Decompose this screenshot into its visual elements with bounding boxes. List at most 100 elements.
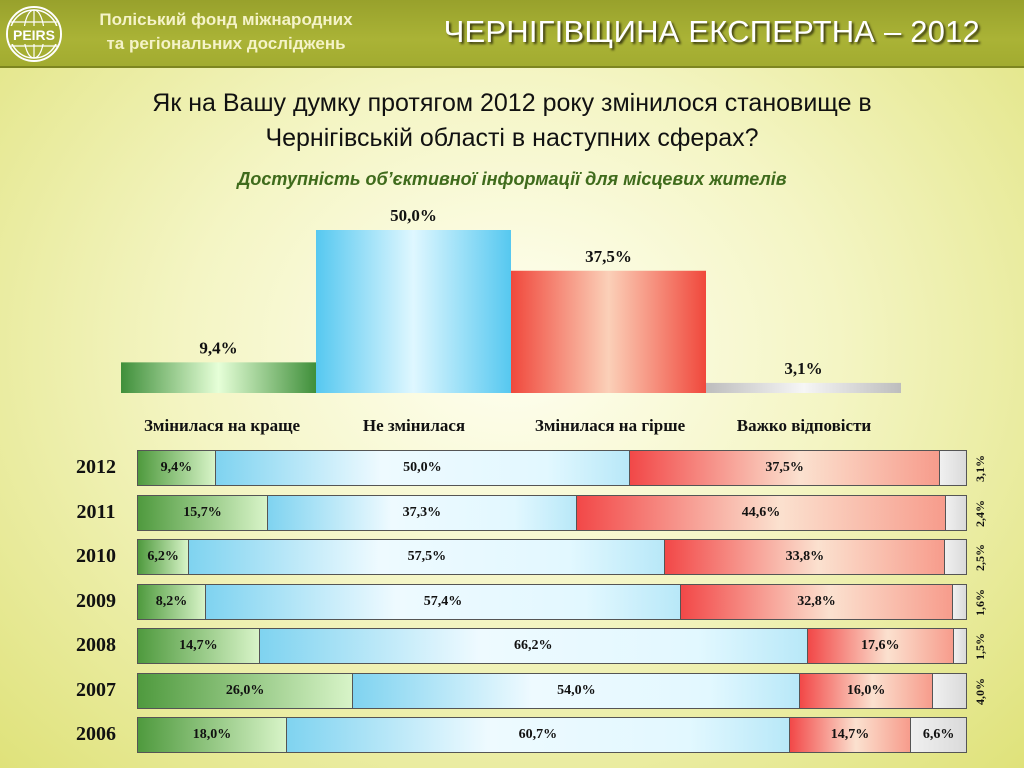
segment-better: 8,2%: [138, 585, 206, 619]
segment-better: 26,0%: [138, 674, 354, 708]
segment-value: 32,8%: [797, 594, 836, 609]
year-label: 2012: [76, 456, 116, 478]
segment-value: 54,0%: [557, 683, 596, 698]
segment-same: 37,3%: [267, 496, 577, 530]
segment-better: 9,4%: [138, 451, 216, 485]
segment-value: 1,6%: [972, 588, 987, 616]
segment-value: 26,0%: [225, 683, 265, 698]
segment-value: 33,8%: [785, 549, 825, 564]
segment-worse: 32,8%: [681, 585, 953, 619]
peirs-logo: PEIRS: [6, 6, 62, 62]
segment-value: 2,4%: [972, 499, 987, 527]
segment-worse: 44,6%: [576, 496, 947, 530]
question-line-2: Чернігівській області в наступних сферах…: [265, 124, 759, 152]
hard-to-answer-label: 3,1%: [970, 450, 990, 486]
segment-worse: 16,0%: [800, 674, 933, 708]
segment-same: 57,4%: [205, 585, 682, 619]
segment-hard: [932, 674, 966, 708]
question-line-1: Як на Вашу думку протягом 2012 року змін…: [152, 89, 872, 117]
segment-same: 54,0%: [353, 674, 801, 708]
segment-same: 66,2%: [259, 629, 808, 663]
segment-better: 15,7%: [138, 496, 268, 530]
segment-value: 18,0%: [192, 727, 232, 742]
segment-hard: [946, 496, 966, 530]
hard-to-answer-label: 4,0%: [970, 673, 990, 709]
category-label: Змінилася на краще: [143, 416, 301, 435]
segment-worse: 14,7%: [789, 718, 912, 752]
segment-value: 37,5%: [765, 460, 804, 475]
bar-value-label: 9,4%: [199, 338, 237, 357]
segment-value: 4,0%: [972, 677, 987, 705]
segment-value: 16,0%: [846, 683, 886, 698]
bar-2: [316, 230, 511, 393]
segment-same: 60,7%: [287, 718, 790, 752]
logo-text: PEIRS: [8, 26, 60, 44]
segment-hard: [940, 451, 966, 485]
history-row-2012: 2012 9,4% 50,0% 37,5% 3,1%: [0, 450, 1024, 488]
history-row-2008: 2008 14,7% 66,2% 17,6% 1,5%: [0, 628, 1024, 666]
year-label: 2009: [76, 590, 116, 612]
segment-better: 6,2%: [138, 540, 190, 574]
segment-value: 14,7%: [179, 638, 218, 653]
segment-value: 8,2%: [155, 594, 188, 609]
history-row-2009: 2009 8,2% 57,4% 32,8% 1,6%: [0, 584, 1024, 622]
segment-hard: [945, 540, 966, 574]
hard-to-answer-label: 1,5%: [970, 628, 990, 664]
year-label: 2007: [76, 679, 116, 701]
segment-worse: 17,6%: [807, 629, 954, 663]
segment-same: 50,0%: [215, 451, 630, 485]
stacked-bar: 9,4% 50,0% 37,5%: [137, 450, 967, 486]
segment-same: 57,5%: [189, 540, 666, 574]
stacked-bar: 14,7% 66,2% 17,6%: [137, 628, 967, 664]
segment-value: 1,5%: [972, 632, 987, 660]
org-line-2: та регіональних досліджень: [106, 34, 346, 53]
history-row-2007: 2007 26,0% 54,0% 16,0% 4,0%: [0, 673, 1024, 711]
year-label: 2010: [76, 545, 116, 567]
category-label: Не змінилася: [362, 416, 466, 435]
stacked-bar: 8,2% 57,4% 32,8%: [137, 584, 967, 620]
brand-title: ЧЕРНІГІВЩИНА ЕКСПЕРТНА – 2012: [443, 14, 980, 49]
chart-subtitle: Доступність об’єктивної інформації для м…: [237, 169, 787, 189]
category-label: Змінилася на гірше: [534, 416, 686, 435]
segment-value: 15,7%: [183, 505, 222, 520]
segment-better: 18,0%: [138, 718, 288, 752]
stacked-bar: 6,2% 57,5% 33,8%: [137, 539, 967, 575]
bar-value-label: 37,5%: [585, 247, 632, 266]
history-row-2010: 2010 6,2% 57,5% 33,8% 2,5%: [0, 539, 1024, 577]
segment-hard: [952, 585, 966, 619]
segment-value: 2,5%: [972, 543, 987, 571]
segment-value: 14,7%: [830, 727, 870, 742]
segment-value: 3,1%: [972, 454, 987, 482]
bar-1: [121, 362, 316, 393]
segment-value: 57,5%: [407, 549, 447, 564]
year-label: 2006: [76, 723, 116, 745]
segment-value: 9,4%: [160, 460, 193, 475]
segment-value: 66,2%: [514, 638, 553, 653]
bar-value-label: 3,1%: [784, 359, 822, 378]
segment-value: 37,3%: [402, 505, 442, 520]
year-label: 2008: [76, 634, 116, 656]
year-label: 2011: [76, 501, 116, 523]
stacked-bar: 18,0% 60,7% 14,7% 6,6%: [137, 717, 967, 753]
segment-hard: [953, 629, 966, 663]
segment-value: 44,6%: [741, 505, 781, 520]
segment-worse: 33,8%: [665, 540, 946, 574]
segment-value: 6,6%: [922, 727, 955, 742]
stacked-bar: 26,0% 54,0% 16,0%: [137, 673, 967, 709]
stacked-bar: 15,7% 37,3% 44,6%: [137, 495, 967, 531]
segment-value: 6,2%: [147, 549, 179, 564]
segment-worse: 37,5%: [629, 451, 941, 485]
hard-to-answer-label: 2,5%: [970, 539, 990, 575]
segment-value: 60,7%: [518, 727, 558, 742]
hard-to-answer-label: 1,6%: [970, 584, 990, 620]
history-row-2011: 2011 15,7% 37,3% 44,6% 2,4%: [0, 495, 1024, 533]
segment-better: 14,7%: [138, 629, 260, 663]
category-label: Важко відповісти: [736, 416, 872, 435]
question-title: Як на Вашу думку протягом 2012 року змін…: [40, 86, 984, 156]
history-row-2006: 2006 18,0% 60,7% 14,7% 6,6%: [0, 717, 1024, 755]
hard-to-answer-label: 2,4%: [970, 495, 990, 531]
segment-value: 50,0%: [403, 460, 442, 475]
segment-value: 57,4%: [423, 594, 463, 609]
main-bar-chart: 9,4% 50,0% 37,5% 3,1%: [121, 206, 901, 393]
org-line-1: Поліський фонд міжнародних: [99, 10, 353, 29]
